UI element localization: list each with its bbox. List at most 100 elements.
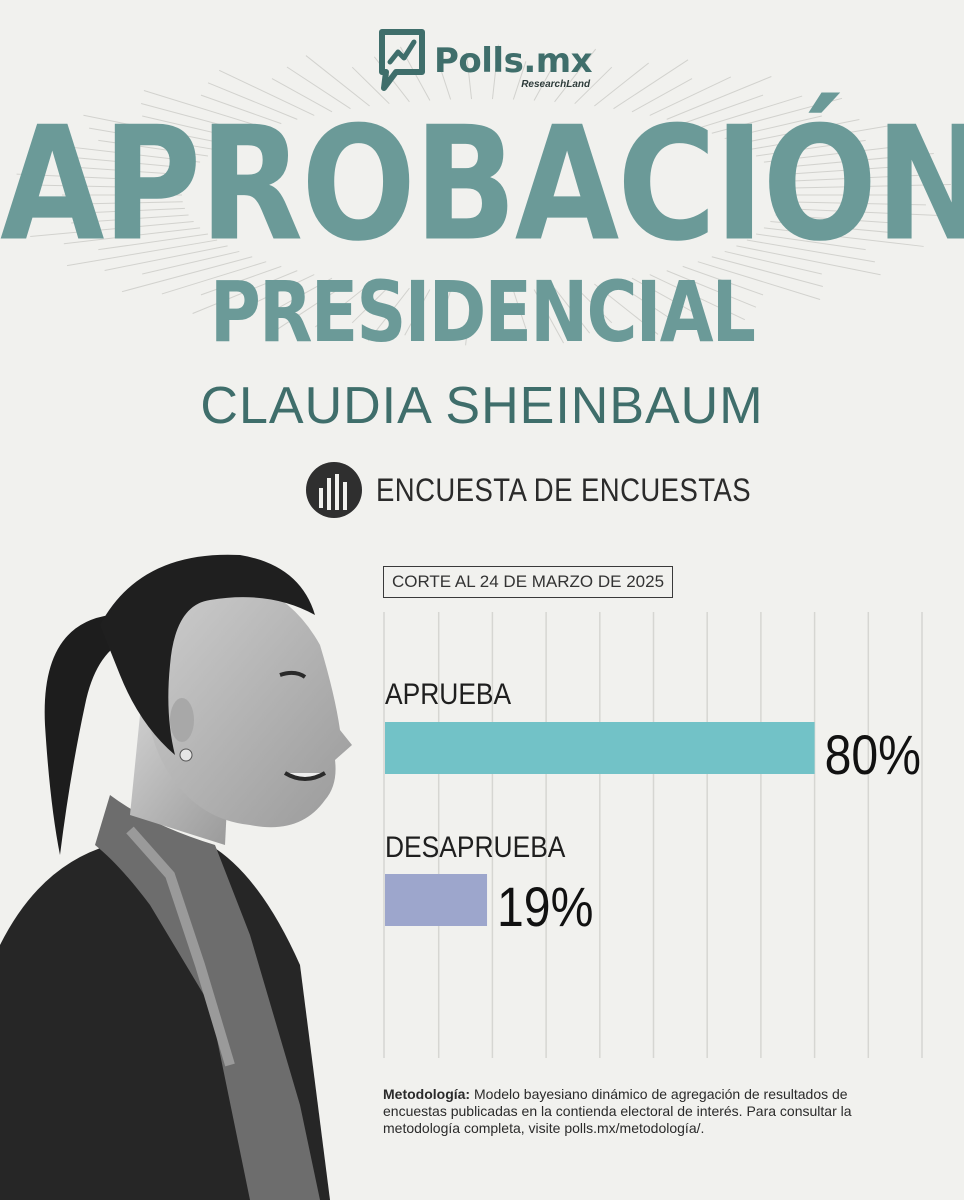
section-label: ENCUESTA DE ENCUESTAS — [376, 471, 752, 508]
value-label: 19% — [497, 877, 593, 939]
ray-line — [649, 76, 732, 116]
ray-line — [367, 287, 410, 342]
ray-line — [649, 274, 746, 321]
ray-line — [404, 289, 431, 336]
ray-line — [682, 265, 764, 296]
ray-line — [71, 214, 189, 224]
ray-line — [781, 184, 951, 189]
ray-line — [613, 280, 678, 324]
ray-line — [763, 145, 901, 163]
portrait-photo — [0, 554, 352, 1200]
ray-line — [724, 115, 822, 140]
ray-line — [574, 66, 613, 105]
ray-line — [305, 55, 370, 107]
ray-line — [724, 250, 822, 275]
ray-line — [30, 220, 194, 237]
ray-line — [554, 48, 597, 103]
ray-line — [613, 59, 689, 110]
ray-line — [779, 207, 948, 217]
ray-line — [491, 290, 499, 338]
ray-line — [711, 97, 843, 134]
ray-line — [351, 285, 390, 324]
ray-line — [491, 44, 499, 100]
ray-line — [207, 82, 298, 120]
ray-line — [763, 227, 924, 247]
ray-line — [271, 277, 333, 312]
methodology-note: Metodología: Modelo bayesiano dinámico d… — [383, 1086, 903, 1137]
ray-line — [697, 95, 803, 129]
ray-line — [192, 270, 298, 314]
section-header: ENCUESTA DE ENCUESTAS — [306, 462, 812, 518]
value-label: 80% — [825, 725, 921, 787]
category-label: APRUEBA — [385, 676, 511, 710]
ray-line — [232, 274, 315, 314]
ray-line — [781, 201, 926, 206]
ray-line — [38, 184, 183, 189]
ray-line — [465, 52, 473, 100]
ray-line — [666, 270, 757, 308]
ray-line — [54, 155, 194, 170]
methodology-label: Metodología: — [383, 1086, 471, 1102]
ray-line — [40, 143, 201, 163]
ray-line — [13, 201, 183, 206]
ray-line — [98, 139, 209, 157]
ray-line — [218, 69, 315, 116]
ray-line — [314, 283, 370, 328]
ray-line — [631, 277, 693, 312]
ray-line — [104, 245, 228, 271]
ray-line — [755, 139, 866, 157]
ray-line — [631, 78, 693, 113]
ray-line — [275, 280, 351, 331]
ray-line — [770, 153, 934, 170]
ray-line — [16, 173, 185, 183]
ray-line — [666, 76, 772, 120]
ray-line — [533, 289, 565, 344]
ray-line — [736, 119, 860, 145]
ray-line — [746, 123, 898, 151]
methodology-text: Modelo bayesiano dinámico de agregación … — [383, 1086, 852, 1136]
ray-line — [736, 245, 881, 276]
ray-line — [437, 61, 452, 100]
ray-line — [594, 283, 659, 335]
ray-line — [775, 214, 893, 224]
bar — [385, 722, 815, 774]
subject-name: CLAUDIA SHEINBAUM — [200, 377, 764, 435]
bar — [385, 874, 488, 926]
ray-line — [755, 233, 866, 251]
ray-line — [574, 285, 613, 324]
brand-name: Polls.mx — [434, 41, 593, 81]
ray-line — [437, 290, 452, 329]
category-label: DESAPRUEBA — [385, 829, 566, 863]
ray-line — [351, 66, 390, 105]
ray-line — [98, 233, 209, 251]
main-subtitle: PRESIDENCIAL — [209, 263, 756, 361]
ray-line — [779, 174, 923, 183]
sub-brand: ResearchLand — [521, 79, 591, 90]
ray-line — [89, 127, 218, 151]
ray-line — [142, 250, 240, 275]
ray-line — [63, 227, 201, 245]
ray-line — [512, 290, 527, 329]
ray-line — [143, 90, 267, 129]
ray-line — [533, 54, 560, 101]
ray-line — [200, 265, 282, 296]
ray-line — [66, 239, 218, 267]
ray-line — [83, 114, 228, 145]
ray-line — [271, 78, 333, 113]
ray-line — [121, 256, 253, 293]
ray-line — [140, 102, 253, 134]
ray-line — [465, 290, 473, 346]
brand-logo: Polls.mx ResearchLand — [372, 28, 593, 94]
ray-line — [41, 207, 185, 216]
ray-line — [161, 261, 267, 295]
title-rays-decoration — [13, 44, 951, 346]
main-title: APROBACIÓN — [0, 93, 964, 277]
bar-chart-icon — [306, 462, 362, 518]
ray-line — [697, 261, 821, 300]
cut-date-box: CORTE AL 24 DE MARZO DE 2025 — [383, 566, 673, 598]
ray-line — [554, 287, 591, 334]
polls-logo-icon — [379, 29, 425, 91]
ray-line — [286, 66, 351, 110]
ray-line — [746, 239, 875, 263]
